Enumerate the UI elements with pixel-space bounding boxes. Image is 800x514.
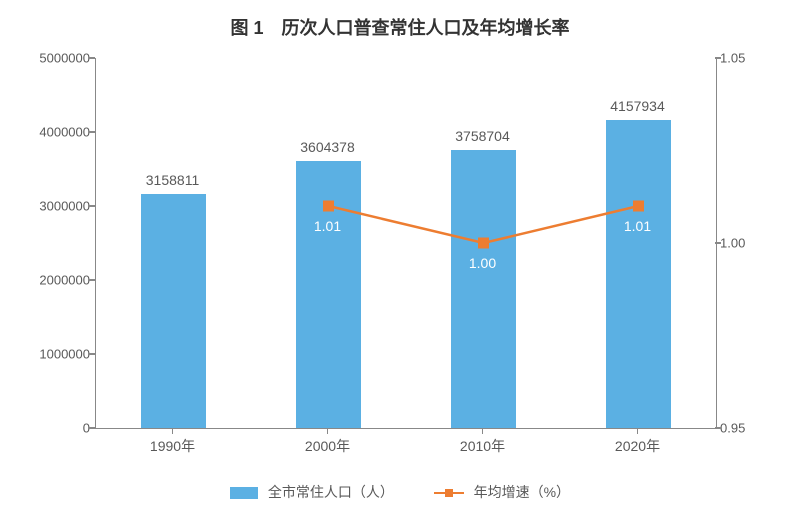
x-category-label: 1990年: [150, 436, 195, 456]
line-value-label: 1.01: [314, 218, 341, 234]
x-category-label: 2010年: [460, 436, 505, 456]
chart-title: 图 1 历次人口普查常住人口及年均增长率: [0, 14, 800, 40]
legend-line-label: 年均增速（%）: [474, 484, 570, 500]
bar-value-label: 4157934: [610, 98, 665, 114]
bar-value-label: 3604378: [300, 139, 355, 155]
y2-tick-label: 1.00: [720, 236, 780, 251]
y1-tick-label: 3000000: [10, 199, 90, 214]
y1-tick-label: 4000000: [10, 125, 90, 140]
legend-bar-label: 全市常住人口（人）: [268, 484, 394, 500]
x-category-label: 2000年: [305, 436, 350, 456]
x-tick-mark: [327, 428, 329, 434]
x-tick-mark: [482, 428, 484, 434]
bar-value-label: 3758704: [455, 128, 510, 144]
legend-item-line: 年均增速（%）: [434, 482, 570, 502]
line-path: [329, 206, 639, 243]
x-tick-mark: [637, 428, 639, 434]
line-value-label: 1.00: [469, 255, 496, 271]
legend: 全市常住人口（人） 年均增速（%）: [0, 482, 800, 502]
line-marker: [323, 201, 334, 212]
x-category-label: 2020年: [615, 436, 660, 456]
y2-tick-label: 0.95: [720, 421, 780, 436]
legend-line-swatch: [434, 486, 464, 500]
legend-bar-swatch: [230, 487, 258, 499]
line-value-label: 1.01: [624, 218, 651, 234]
y2-tick-label: 1.05: [720, 51, 780, 66]
x-tick-mark: [172, 428, 174, 434]
y1-tick-label: 5000000: [10, 51, 90, 66]
line-marker: [478, 238, 489, 249]
bar-value-label: 3158811: [146, 172, 199, 188]
chart-container: 图 1 历次人口普查常住人口及年均增长率 0 1000000 2000000 3000…: [0, 0, 800, 514]
y1-tick-label: 1000000: [10, 347, 90, 362]
y1-tick-label: 0: [10, 421, 90, 436]
y1-tick-label: 2000000: [10, 273, 90, 288]
line-marker: [633, 201, 644, 212]
legend-item-bars: 全市常住人口（人）: [230, 482, 394, 502]
